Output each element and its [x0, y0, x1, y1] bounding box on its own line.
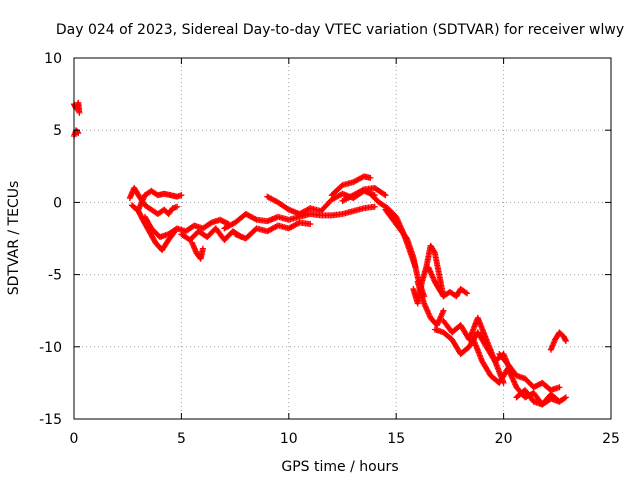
x-axis-label: GPS time / hours [281, 459, 398, 475]
data-point [252, 216, 259, 223]
data-point [381, 191, 388, 198]
data-point [371, 203, 378, 210]
data-point [440, 307, 447, 314]
x-tick-label: 15 [387, 431, 405, 447]
data-point [561, 395, 568, 402]
data-point [382, 192, 389, 199]
y-tick-label: 5 [53, 123, 62, 139]
y-tick-label: -10 [39, 340, 62, 356]
data-point [207, 220, 214, 227]
data-point [174, 203, 181, 210]
y-tick-label: 10 [44, 51, 62, 67]
plot-frame [73, 57, 612, 420]
x-tick-label: 5 [177, 431, 186, 447]
x-tick-label: 25 [602, 431, 620, 447]
data-point [307, 221, 314, 228]
data-point [556, 398, 563, 405]
x-tick-label: 0 [70, 431, 79, 447]
data-point [75, 130, 82, 137]
y-tick-label: -15 [39, 412, 62, 428]
y-axis-label: SDTVAR / TECUs [6, 181, 22, 296]
data-point [562, 394, 569, 401]
data-point [464, 290, 471, 297]
data-point [178, 192, 185, 199]
data-point [76, 109, 83, 116]
data-point [556, 384, 563, 391]
data-point [431, 248, 438, 255]
x-tick-label: 10 [280, 431, 298, 447]
x-tick-label: 20 [495, 431, 513, 447]
data-point [359, 187, 366, 194]
data-point [462, 289, 469, 296]
data-point [562, 338, 569, 345]
y-tick-label: 0 [53, 195, 62, 211]
y-tick-label: -5 [48, 268, 62, 284]
data-point [199, 245, 206, 252]
axis-ticks: 0 5 10 15 20 25 10 5 0 -5 -10 -15 [39, 51, 620, 447]
data-point [367, 174, 374, 181]
data-points [71, 99, 569, 408]
chart-title: Day 024 of 2023, Sidereal Day-to-day VTE… [56, 22, 624, 38]
